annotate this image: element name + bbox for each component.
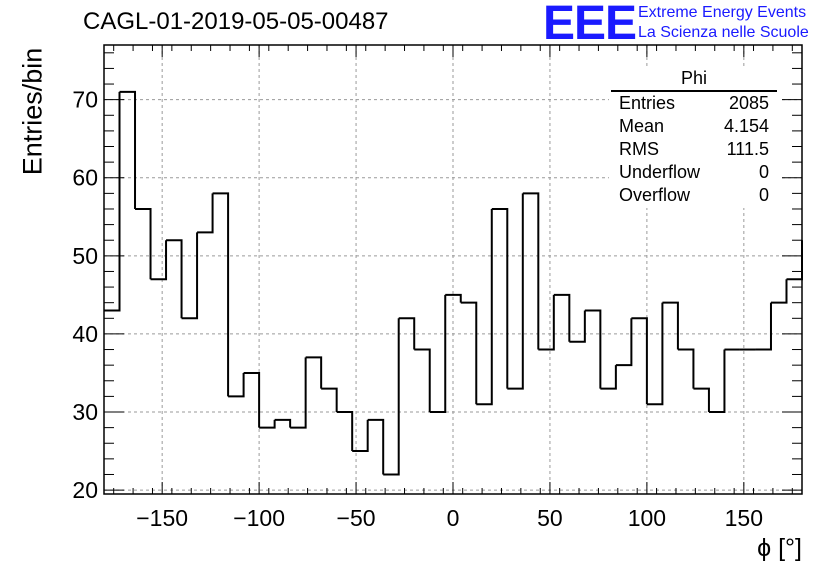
histogram-bin bbox=[631, 317, 648, 405]
histogram-bin bbox=[352, 419, 369, 453]
histogram-bin bbox=[197, 193, 214, 234]
histogram-bin bbox=[584, 309, 602, 389]
histogram-bin bbox=[708, 349, 726, 414]
histogram-bin bbox=[662, 301, 679, 350]
eee-logo-mark: EEE bbox=[543, 0, 637, 50]
histogram-bin bbox=[786, 240, 803, 281]
stats-label: Entries bbox=[619, 93, 676, 113]
histogram-bin bbox=[646, 302, 664, 406]
stats-row-rms: RMS 111.5 bbox=[611, 138, 777, 161]
histogram-bin bbox=[507, 193, 524, 390]
histogram-bin bbox=[181, 232, 199, 320]
stats-row-entries: Entries 2085 bbox=[611, 92, 777, 115]
y-tick-label: 50 bbox=[72, 243, 98, 269]
histogram-bin bbox=[243, 371, 261, 428]
y-tick-label: 30 bbox=[72, 399, 98, 425]
y-tick-label: 40 bbox=[72, 321, 98, 347]
histogram-bin bbox=[476, 208, 493, 406]
histogram-bin bbox=[693, 387, 710, 413]
histogram-bin bbox=[677, 348, 695, 389]
histogram-bin bbox=[336, 411, 354, 452]
histogram-bin bbox=[414, 348, 431, 413]
histogram-bin bbox=[538, 294, 555, 351]
logo-line-1: Extreme Energy Events bbox=[638, 4, 807, 21]
histogram-bin bbox=[569, 310, 586, 343]
x-tick-label: 0 bbox=[447, 505, 460, 531]
y-tick-label: 60 bbox=[72, 165, 98, 191]
stats-label: RMS bbox=[619, 139, 659, 159]
stats-box-bg bbox=[609, 66, 779, 208]
stats-row-underflow: Underflow 0 bbox=[611, 161, 777, 184]
x-tick-label: −100 bbox=[233, 505, 285, 531]
histogram-bin bbox=[600, 365, 617, 390]
histogram-bin bbox=[228, 372, 245, 398]
x-axis-label: ϕ [°] bbox=[757, 534, 802, 562]
histogram-bin bbox=[321, 387, 338, 413]
x-tick-label: −50 bbox=[337, 505, 376, 531]
stats-box: Phi Entries 2085 Mean 4.154 RMS 111.5 Un… bbox=[611, 68, 777, 207]
stats-value: 4.154 bbox=[723, 116, 769, 136]
y-axis-label: Entries/bin bbox=[17, 47, 48, 176]
logo-line-2: La Scienza nelle Scuole bbox=[638, 24, 809, 41]
x-tick-label: 150 bbox=[725, 505, 763, 531]
stats-value: 0 bbox=[758, 162, 769, 182]
histogram-bin bbox=[460, 301, 478, 405]
histogram-bin bbox=[166, 239, 183, 319]
histogram-bin bbox=[274, 418, 292, 428]
stats-row-overflow: Overflow 0 bbox=[611, 184, 777, 207]
histogram-bin bbox=[104, 91, 121, 312]
chart-title: CAGL-01-2019-05-05-00487 bbox=[83, 8, 389, 35]
stats-value: 111.5 bbox=[726, 139, 769, 159]
stats-label: Overflow bbox=[619, 185, 691, 205]
stats-value: 2085 bbox=[728, 93, 769, 113]
y-tick-label: 20 bbox=[72, 477, 98, 503]
histogram-bin bbox=[212, 192, 230, 397]
histogram-bin bbox=[119, 90, 137, 209]
histogram-bin bbox=[135, 207, 152, 280]
stats-label: Mean bbox=[619, 116, 665, 136]
histogram-bin bbox=[383, 318, 400, 476]
histogram-bin bbox=[755, 302, 772, 351]
histogram-bin bbox=[367, 418, 385, 475]
histogram-bin bbox=[553, 293, 571, 342]
x-tick-label: 50 bbox=[537, 505, 563, 531]
histogram-bin bbox=[398, 317, 416, 350]
histogram-bin bbox=[491, 207, 509, 389]
histogram-bin bbox=[522, 192, 540, 350]
histogram-bin bbox=[150, 240, 168, 281]
histogram-bin bbox=[445, 293, 462, 303]
stats-row-mean: Mean 4.154 bbox=[611, 115, 777, 138]
histogram-bin bbox=[429, 294, 447, 414]
histogram-bin bbox=[305, 356, 323, 389]
x-tick-label: 100 bbox=[628, 505, 666, 531]
x-tick-label: −150 bbox=[136, 505, 188, 531]
stats-value: 0 bbox=[758, 185, 769, 205]
histogram-bin bbox=[290, 357, 307, 429]
histogram-bin bbox=[770, 279, 788, 304]
y-tick-label: 70 bbox=[72, 87, 98, 113]
stats-label: Underflow bbox=[619, 162, 701, 182]
stats-box-name: Phi bbox=[611, 68, 777, 92]
histogram-bin bbox=[615, 318, 633, 367]
histogram-bin bbox=[259, 419, 276, 429]
